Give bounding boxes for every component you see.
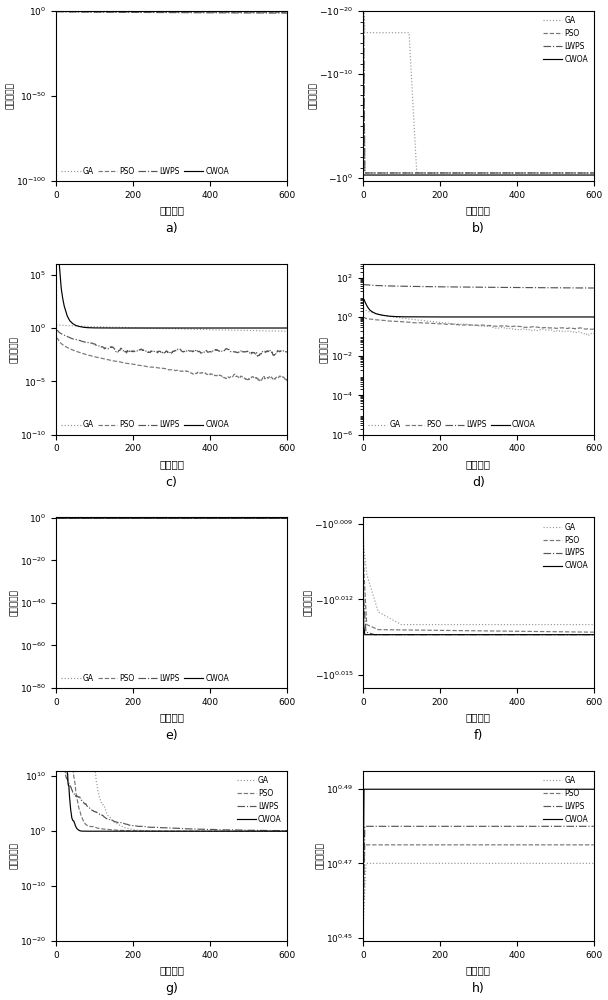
Legend: GA, PSO, LWPS, CWOA: GA, PSO, LWPS, CWOA xyxy=(367,419,537,431)
Y-axis label: 目标函数值: 目标函数值 xyxy=(309,83,318,109)
Legend: GA, PSO, LWPS, CWOA: GA, PSO, LWPS, CWOA xyxy=(542,521,590,572)
Legend: GA, PSO, LWPS, CWOA: GA, PSO, LWPS, CWOA xyxy=(60,672,230,684)
Y-axis label: 目标函数值: 目标函数值 xyxy=(10,843,19,869)
X-axis label: 迭代次数: 迭代次数 xyxy=(466,459,491,469)
X-axis label: 迭代次数: 迭代次数 xyxy=(466,206,491,216)
Y-axis label: 目标函数值: 目标函数值 xyxy=(10,336,19,363)
Y-axis label: 目标函数值: 目标函数值 xyxy=(316,843,325,869)
Text: e): e) xyxy=(165,729,178,742)
Legend: GA, PSO, LWPS, CWOA: GA, PSO, LWPS, CWOA xyxy=(60,165,230,177)
Y-axis label: 目标函数值: 目标函数值 xyxy=(5,83,15,109)
Legend: GA, PSO, LWPS, CWOA: GA, PSO, LWPS, CWOA xyxy=(60,419,230,431)
Text: h): h) xyxy=(472,982,485,995)
X-axis label: 迭代次数: 迭代次数 xyxy=(466,712,491,722)
X-axis label: 迭代次数: 迭代次数 xyxy=(159,206,184,216)
X-axis label: 迭代次数: 迭代次数 xyxy=(159,712,184,722)
Text: f): f) xyxy=(474,729,483,742)
Legend: GA, PSO, LWPS, CWOA: GA, PSO, LWPS, CWOA xyxy=(542,775,590,825)
Text: b): b) xyxy=(472,222,485,235)
Y-axis label: 目标函数值: 目标函数值 xyxy=(10,589,19,616)
Legend: GA, PSO, LWPS, CWOA: GA, PSO, LWPS, CWOA xyxy=(235,775,283,825)
Text: c): c) xyxy=(165,476,178,489)
Legend: GA, PSO, LWPS, CWOA: GA, PSO, LWPS, CWOA xyxy=(542,15,590,65)
Text: a): a) xyxy=(165,222,178,235)
Text: g): g) xyxy=(165,982,178,995)
X-axis label: 迭代次数: 迭代次数 xyxy=(159,459,184,469)
X-axis label: 迭代次数: 迭代次数 xyxy=(159,966,184,976)
X-axis label: 迭代次数: 迭代次数 xyxy=(466,966,491,976)
Text: d): d) xyxy=(472,476,485,489)
Y-axis label: 目标函数值: 目标函数值 xyxy=(320,336,329,363)
Y-axis label: 目标函数值: 目标函数值 xyxy=(304,589,313,616)
